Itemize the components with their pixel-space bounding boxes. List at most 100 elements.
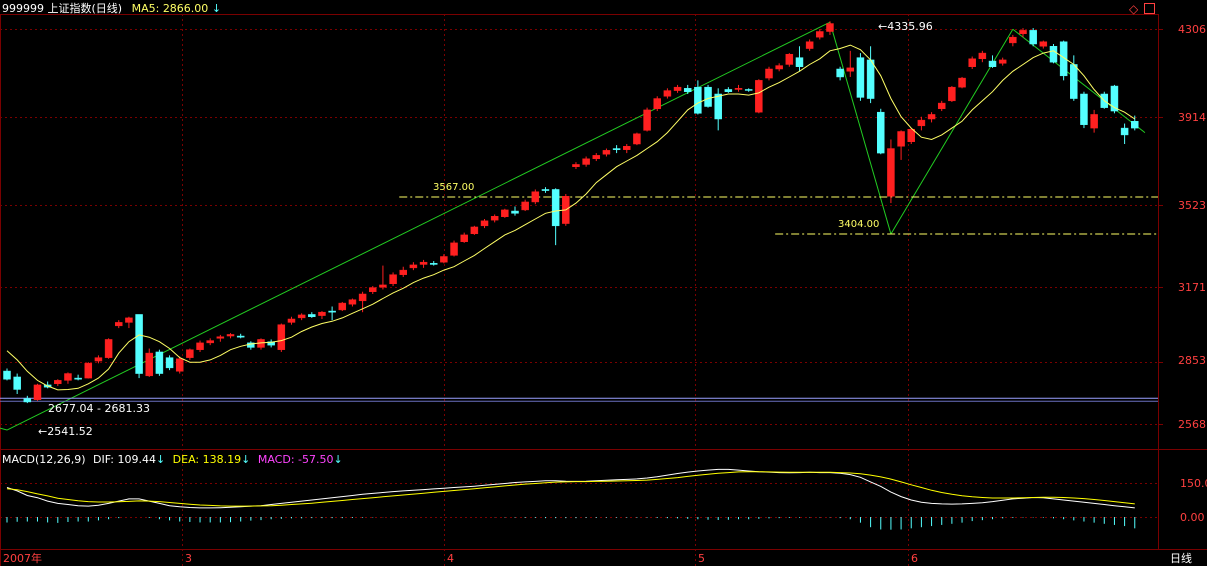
candle[interactable] xyxy=(856,53,865,101)
candle[interactable] xyxy=(369,286,377,294)
candle[interactable] xyxy=(196,340,204,352)
candle[interactable] xyxy=(937,100,946,112)
candle[interactable] xyxy=(958,76,966,89)
candle[interactable] xyxy=(74,374,82,381)
candle[interactable] xyxy=(3,368,11,381)
candle[interactable] xyxy=(1070,55,1078,101)
candle[interactable] xyxy=(54,379,62,387)
trend-line[interactable] xyxy=(6,21,831,431)
candle[interactable] xyxy=(236,333,245,339)
candle[interactable] xyxy=(267,339,275,348)
candle[interactable] xyxy=(866,46,875,104)
candle[interactable] xyxy=(816,29,824,40)
candle[interactable] xyxy=(968,56,976,70)
candle[interactable] xyxy=(795,46,804,72)
trend-lines-layer[interactable] xyxy=(0,21,1146,431)
candle[interactable] xyxy=(348,298,357,307)
candle[interactable] xyxy=(836,66,844,81)
candle[interactable] xyxy=(917,116,926,131)
candle[interactable] xyxy=(175,356,184,374)
candle[interactable] xyxy=(592,153,601,162)
candle[interactable] xyxy=(308,312,316,318)
candle[interactable] xyxy=(663,88,672,99)
candle[interactable] xyxy=(846,50,855,77)
candle[interactable] xyxy=(318,311,326,319)
candle[interactable] xyxy=(653,96,661,112)
candle[interactable] xyxy=(826,21,834,35)
candle[interactable] xyxy=(1049,44,1058,64)
candle[interactable] xyxy=(450,240,458,257)
restore-icon[interactable]: ◇ xyxy=(1129,2,1139,16)
candle[interactable] xyxy=(277,323,286,352)
candle[interactable] xyxy=(297,313,306,321)
candle[interactable] xyxy=(155,349,164,376)
candle[interactable] xyxy=(257,338,265,350)
candle[interactable] xyxy=(582,156,590,167)
trend-line[interactable] xyxy=(1012,28,1146,134)
candle[interactable] xyxy=(887,139,895,204)
candle[interactable] xyxy=(1059,40,1068,81)
candle[interactable] xyxy=(399,266,407,277)
candle[interactable] xyxy=(531,189,540,205)
candle[interactable] xyxy=(643,107,651,132)
candle[interactable] xyxy=(897,130,905,160)
candle[interactable] xyxy=(633,132,641,146)
candle[interactable] xyxy=(988,55,997,68)
candle[interactable] xyxy=(429,261,438,266)
candle[interactable] xyxy=(744,88,753,92)
candle[interactable] xyxy=(551,188,560,246)
candle[interactable] xyxy=(704,84,712,108)
candle[interactable] xyxy=(440,254,448,264)
candle[interactable] xyxy=(419,259,428,268)
candle[interactable] xyxy=(226,333,235,339)
candle[interactable] xyxy=(998,57,1007,66)
candle[interactable] xyxy=(64,372,72,384)
candle[interactable] xyxy=(511,206,519,216)
candle[interactable] xyxy=(23,395,32,404)
period-label[interactable]: 日线 xyxy=(1170,552,1192,565)
candle[interactable] xyxy=(216,334,225,342)
candle[interactable] xyxy=(765,66,773,81)
candle[interactable] xyxy=(379,265,387,290)
candle[interactable] xyxy=(572,162,580,169)
candle[interactable] xyxy=(287,316,296,325)
candle[interactable] xyxy=(907,128,915,144)
candle[interactable] xyxy=(673,84,682,93)
candle[interactable] xyxy=(33,383,42,401)
levels-layer[interactable] xyxy=(0,196,1158,402)
candle[interactable] xyxy=(409,262,418,271)
candle[interactable] xyxy=(338,301,347,312)
candle[interactable] xyxy=(1039,40,1048,49)
candle[interactable] xyxy=(206,338,214,346)
candle[interactable] xyxy=(1090,109,1098,133)
candle[interactable] xyxy=(460,232,468,243)
candle[interactable] xyxy=(541,187,550,193)
candle[interactable] xyxy=(775,63,783,72)
candle[interactable] xyxy=(785,53,794,67)
candle[interactable] xyxy=(623,144,631,154)
candle[interactable] xyxy=(1019,28,1027,38)
candle[interactable] xyxy=(94,355,103,364)
candle[interactable] xyxy=(714,88,722,131)
trend-line[interactable] xyxy=(829,22,892,235)
candle[interactable] xyxy=(734,84,743,92)
candle[interactable] xyxy=(1029,28,1037,47)
candle[interactable] xyxy=(490,214,499,223)
candle[interactable] xyxy=(84,362,93,379)
candle[interactable] xyxy=(1009,34,1017,47)
candle[interactable] xyxy=(186,348,194,360)
candle[interactable] xyxy=(1080,91,1088,129)
candle[interactable] xyxy=(125,316,133,329)
maximize-icon[interactable] xyxy=(1144,3,1155,14)
candle[interactable] xyxy=(948,86,956,102)
candle[interactable] xyxy=(135,314,143,379)
candle[interactable] xyxy=(805,39,814,51)
candle[interactable] xyxy=(165,355,174,371)
candle[interactable] xyxy=(724,87,733,93)
candle[interactable] xyxy=(755,79,763,114)
candles-layer[interactable] xyxy=(3,21,1139,404)
candle[interactable] xyxy=(115,320,123,329)
candle[interactable] xyxy=(978,50,987,63)
